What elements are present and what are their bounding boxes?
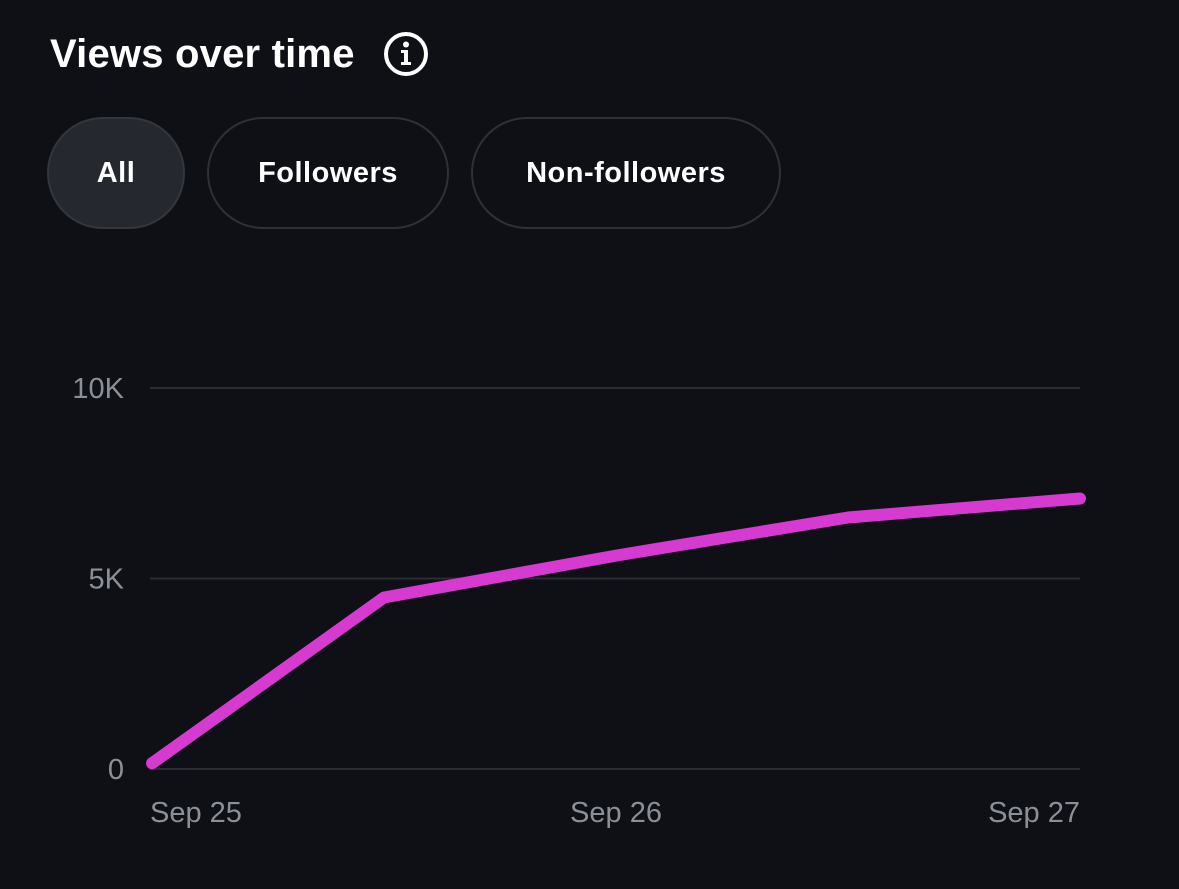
audience-tabs: All Followers Non-followers — [47, 117, 781, 229]
y-axis-ticks: 0 5K 10K — [72, 373, 124, 786]
x-tick-label: Sep 27 — [988, 797, 1080, 829]
x-tick-label: Sep 25 — [150, 797, 242, 829]
info-icon[interactable] — [383, 31, 429, 77]
y-tick-label: 5K — [89, 564, 125, 596]
x-tick-label: Sep 26 — [570, 797, 662, 829]
series-layer — [146, 492, 1086, 770]
grid-lines — [150, 387, 1080, 770]
tab-all-label: All — [96, 156, 136, 189]
tab-followers-label: Followers — [258, 156, 398, 189]
tab-all[interactable]: All — [47, 117, 185, 229]
header: Views over time — [50, 24, 429, 84]
tab-non-followers-label: Non-followers — [526, 156, 726, 189]
series-line-0 — [146, 492, 1086, 770]
y-tick-label: 10K — [72, 373, 124, 405]
page-title: Views over time — [50, 31, 355, 76]
tab-non-followers[interactable]: Non-followers — [471, 117, 781, 229]
x-axis-ticks: Sep 25 Sep 26 Sep 27 — [150, 797, 1080, 829]
tab-followers[interactable]: Followers — [207, 117, 449, 229]
y-tick-label: 0 — [108, 754, 124, 786]
